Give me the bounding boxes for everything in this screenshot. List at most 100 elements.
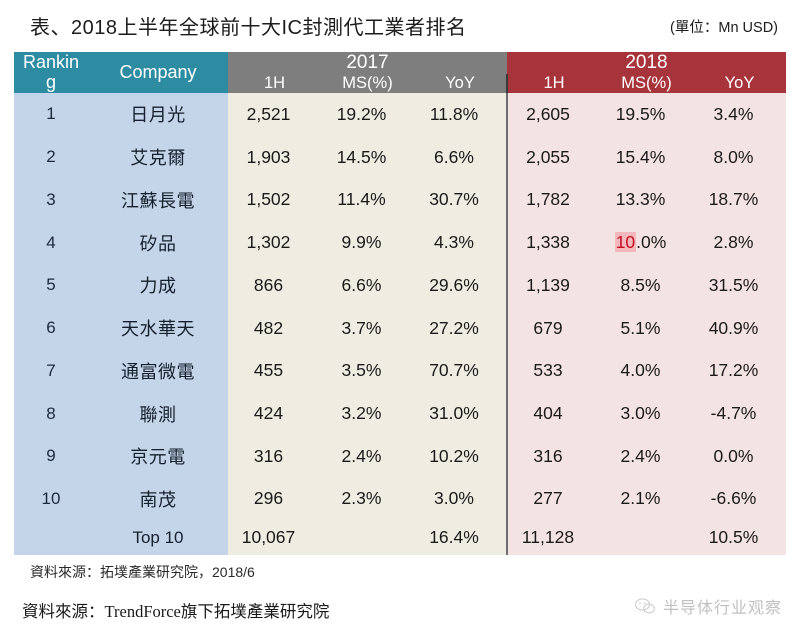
source-note-primary: 資料來源：拓墣產業研究院，2018/6 xyxy=(30,564,255,580)
cell-rank: 4 xyxy=(14,221,88,264)
cell-company: 矽品 xyxy=(88,221,228,264)
cell-2017-1h: 296 xyxy=(228,477,321,521)
table-row: 3 江蘇長電 1,502 11.4% 30.7% 1,782 13.3% 18.… xyxy=(14,178,786,222)
cell-2018-yoy: 0.0% xyxy=(693,434,786,478)
cell-2018-1h: 2,605 xyxy=(507,93,600,136)
cell-2018-1h: 1,338 xyxy=(507,221,600,264)
cell-company: 通富微電 xyxy=(88,349,228,393)
table-header: Ranking Company 2017 2018 1H MS(%) YoY 1… xyxy=(14,52,786,93)
cell-company: 京元電 xyxy=(88,434,228,478)
cell-2017-1h: 866 xyxy=(228,263,321,307)
cell-company: 力成 xyxy=(88,263,228,307)
unit-note: (單位：Mn USD) xyxy=(670,20,778,36)
cell-2018-ms: 4.0% xyxy=(600,349,693,393)
cell-company: 天水華天 xyxy=(88,306,228,350)
cell-2018-1h: 277 xyxy=(507,477,600,521)
cell-2018-yoy: 40.9% xyxy=(693,306,786,350)
cell-total-2018-1h: 11,128 xyxy=(507,520,600,555)
cell-2018-ms: 8.5% xyxy=(600,263,693,307)
table-row-total: Top 10 10,067 16.4% 11,128 10.5% xyxy=(14,520,786,555)
table-row: 8 聯測 424 3.2% 31.0% 404 3.0% -4.7% xyxy=(14,392,786,435)
header-2018-ms: MS(%) xyxy=(600,74,693,93)
cell-2017-ms: 19.2% xyxy=(321,93,414,136)
cell-2017-yoy: 31.0% xyxy=(414,392,508,435)
cell-2017-ms: 11.4% xyxy=(321,178,414,222)
cell-2017-yoy: 70.7% xyxy=(414,349,508,393)
remaining-value-fragment: .0% xyxy=(636,232,667,253)
table-row: 9 京元電 316 2.4% 10.2% 316 2.4% 0.0% xyxy=(14,434,786,478)
cell-rank: 2 xyxy=(14,135,88,179)
cell-2018-1h: 1,782 xyxy=(507,178,600,222)
cell-2017-yoy: 6.6% xyxy=(414,135,508,179)
header-ranking-label: Ranking xyxy=(22,52,80,92)
cell-2017-ms: 9.9% xyxy=(321,221,414,264)
cell-total-2018-ms xyxy=(600,520,693,555)
header-2017-1h: 1H xyxy=(228,74,321,93)
cell-2017-ms: 3.2% xyxy=(321,392,414,435)
cell-2018-ms: 2.1% xyxy=(600,477,693,521)
header-year-2017: 2017 xyxy=(228,52,507,74)
ranking-table-container: Ranking Company 2017 2018 1H MS(%) YoY 1… xyxy=(14,52,786,555)
cell-total-2017-yoy: 16.4% xyxy=(414,520,508,555)
cell-2018-yoy: 17.2% xyxy=(693,349,786,393)
cell-company: 艾克爾 xyxy=(88,135,228,179)
cell-2017-yoy: 29.6% xyxy=(414,263,508,307)
page-title: 表、2018上半年全球前十大IC封測代工業者排名 xyxy=(30,16,467,39)
cell-2017-ms: 6.6% xyxy=(321,263,414,307)
cell-2017-ms: 2.3% xyxy=(321,477,414,521)
cell-2017-yoy: 27.2% xyxy=(414,306,508,350)
cell-rank: 9 xyxy=(14,434,88,478)
cell-company: 江蘇長電 xyxy=(88,178,228,222)
cell-rank: 7 xyxy=(14,349,88,393)
cell-2018-ms-highlighted: 10.0% xyxy=(600,221,693,264)
cell-2018-yoy: 31.5% xyxy=(693,263,786,307)
cell-total-2017-ms xyxy=(321,520,414,555)
cell-2017-yoy: 11.8% xyxy=(414,93,508,136)
cell-2017-ms: 2.4% xyxy=(321,434,414,478)
cell-2018-ms: 5.1% xyxy=(600,306,693,350)
header-company: Company xyxy=(88,52,228,93)
cell-company: 南茂 xyxy=(88,477,228,521)
header-2018-1h: 1H xyxy=(507,74,600,93)
highlighted-value-fragment: 10 xyxy=(614,232,637,253)
table-row: 1 日月光 2,521 19.2% 11.8% 2,605 19.5% 3.4% xyxy=(14,93,786,136)
cell-2017-yoy: 3.0% xyxy=(414,477,508,521)
table-row: 10 南茂 296 2.3% 3.0% 277 2.1% -6.6% xyxy=(14,477,786,521)
cell-rank: 6 xyxy=(14,306,88,350)
cell-total-rank xyxy=(14,520,88,555)
table-body: 1 日月光 2,521 19.2% 11.8% 2,605 19.5% 3.4%… xyxy=(14,93,786,555)
cell-2017-yoy: 4.3% xyxy=(414,221,508,264)
wechat-account-badge: 半导体行业观察 xyxy=(634,594,782,618)
cell-2017-1h: 482 xyxy=(228,306,321,350)
cell-company: 聯測 xyxy=(88,392,228,435)
cell-2017-1h: 1,903 xyxy=(228,135,321,179)
table-row: 6 天水華天 482 3.7% 27.2% 679 5.1% 40.9% xyxy=(14,306,786,350)
chat-bubble-icon xyxy=(634,597,656,615)
cell-2017-1h: 1,302 xyxy=(228,221,321,264)
cell-2018-ms: 3.0% xyxy=(600,392,693,435)
cell-2018-yoy: 8.0% xyxy=(693,135,786,179)
source-note-secondary: 資料來源：TrendForce旗下拓墣產業研究院 xyxy=(22,602,330,621)
cell-2018-1h: 316 xyxy=(507,434,600,478)
table-row: 4 矽品 1,302 9.9% 4.3% 1,338 10.0% 2.8% xyxy=(14,221,786,264)
cell-2018-1h: 404 xyxy=(507,392,600,435)
cell-2018-ms: 2.4% xyxy=(600,434,693,478)
header-2017-ms: MS(%) xyxy=(321,74,414,93)
cell-2018-ms: 15.4% xyxy=(600,135,693,179)
header-year-2018: 2018 xyxy=(507,52,786,74)
cell-company: 日月光 xyxy=(88,93,228,136)
table-row: 2 艾克爾 1,903 14.5% 6.6% 2,055 15.4% 8.0% xyxy=(14,135,786,179)
cell-2018-yoy: 2.8% xyxy=(693,221,786,264)
cell-2018-yoy: -6.6% xyxy=(693,477,786,521)
cell-2017-yoy: 30.7% xyxy=(414,178,508,222)
cell-2017-1h: 2,521 xyxy=(228,93,321,136)
cell-2018-ms: 13.3% xyxy=(600,178,693,222)
cell-rank: 3 xyxy=(14,178,88,222)
title-band: 表、2018上半年全球前十大IC封測代工業者排名 xyxy=(0,0,800,50)
cell-rank: 10 xyxy=(14,477,88,521)
wechat-account-name: 半导体行业观察 xyxy=(662,600,782,617)
cell-2017-yoy: 10.2% xyxy=(414,434,508,478)
cell-2017-1h: 455 xyxy=(228,349,321,393)
cell-2018-1h: 533 xyxy=(507,349,600,393)
cell-2018-ms: 19.5% xyxy=(600,93,693,136)
